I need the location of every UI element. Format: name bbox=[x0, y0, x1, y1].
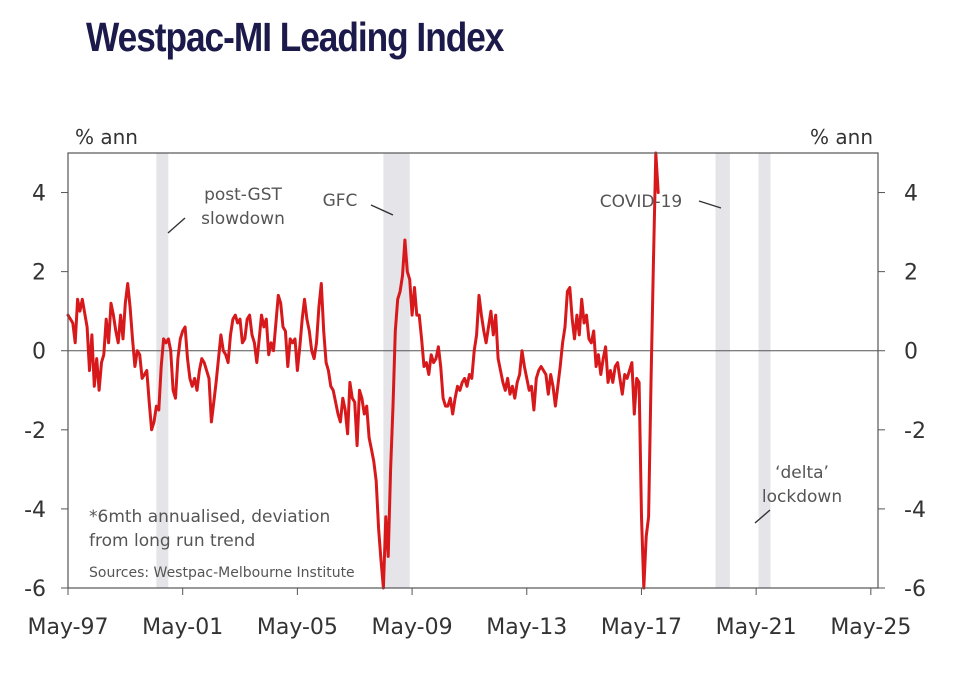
x-tick-label: May-09 bbox=[372, 615, 453, 640]
y-tick-label-left: -6 bbox=[24, 577, 46, 602]
x-tick-label: May-01 bbox=[142, 615, 223, 640]
x-tick-label: May-13 bbox=[486, 615, 567, 640]
y-axis-unit-left: % ann bbox=[75, 125, 138, 149]
y-tick-label-left: 2 bbox=[32, 261, 46, 286]
y-tick-label-right: -2 bbox=[904, 419, 926, 444]
annotations: post-GST slowdown GFC COVID-19 ‘delta’ lockdo… bbox=[167, 185, 842, 524]
x-axis: May-97 May-01 May-05 May-09 May-13 May-17 May-… bbox=[27, 588, 911, 640]
annotation-label-0: post-GST bbox=[204, 185, 282, 205]
footnote-line: *6mth annualised, deviation bbox=[89, 507, 330, 527]
y-tick-label-right: 2 bbox=[904, 261, 918, 286]
y-tick-label-right: 0 bbox=[904, 340, 918, 365]
y-tick-label-right: 4 bbox=[904, 182, 918, 207]
y-tick-label-right: -4 bbox=[904, 498, 926, 523]
source-note: Sources: Westpac-Melbourne Institute bbox=[89, 565, 355, 581]
annotation-label-2: COVID-19 bbox=[600, 192, 682, 212]
y-tick-label-left: -4 bbox=[24, 498, 46, 523]
y-tick-label-right: -6 bbox=[904, 577, 926, 602]
x-tick-label: May-97 bbox=[27, 615, 108, 640]
shaded-period-3 bbox=[758, 153, 771, 588]
annotation-label-1: GFC bbox=[323, 191, 358, 211]
shaded-period-1 bbox=[383, 153, 410, 588]
y-axis-right: 4 2 0 -2 -4 -6 bbox=[878, 182, 926, 602]
x-tick-label: May-25 bbox=[830, 615, 911, 640]
footnote-line: from long run trend bbox=[89, 531, 255, 551]
annotation-label-3: lockdown bbox=[762, 487, 842, 507]
annotation-leader-2 bbox=[698, 200, 722, 209]
chart-title: Westpac-MI Leading Index bbox=[86, 14, 504, 60]
annotation-leader-1 bbox=[370, 204, 394, 216]
annotation-label-0: slowdown bbox=[201, 209, 285, 229]
y-axis-left: 4 2 0 -2 -4 -6 bbox=[24, 182, 68, 602]
annotation-label-3: ‘delta’ bbox=[775, 463, 829, 483]
y-tick-label-left: 0 bbox=[32, 340, 46, 365]
y-axis-unit-right: % ann bbox=[810, 125, 873, 149]
y-tick-label-left: -2 bbox=[24, 419, 46, 444]
x-tick-label: May-05 bbox=[257, 615, 338, 640]
y-tick-label-left: 4 bbox=[32, 182, 46, 207]
x-tick-label: May-17 bbox=[601, 615, 682, 640]
annotation-leader-0 bbox=[167, 217, 186, 234]
plot-frame bbox=[67, 152, 879, 589]
series-line-leading-index bbox=[66, 151, 660, 590]
footnote: *6mth annualised, deviation from long run… bbox=[89, 507, 330, 551]
shaded-period-2 bbox=[715, 153, 730, 588]
x-tick-label: May-21 bbox=[716, 615, 797, 640]
annotation-leader-3 bbox=[754, 509, 771, 524]
